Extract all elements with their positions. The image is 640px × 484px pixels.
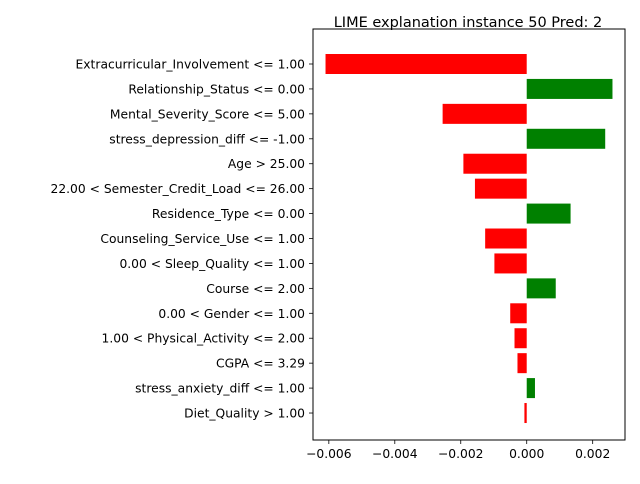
bar [325, 54, 527, 74]
bar [526, 378, 535, 399]
y-tick-label: Diet_Quality > 1.00 [184, 407, 305, 421]
y-tick-label: Residence_Type <= 0.00 [152, 207, 305, 221]
y-tick-labels: Extracurricular_Involvement <= 1.00 Relat… [51, 58, 313, 421]
y-tick-label: 22.00 < Semester_Credit_Load <= 26.00 [51, 182, 306, 196]
y-tick-label: Age > 25.00 [228, 157, 305, 171]
bar [517, 353, 527, 374]
bar [526, 278, 556, 299]
x-tick-label: −0.004 [372, 447, 418, 461]
bar [474, 178, 527, 199]
bars-group [325, 54, 613, 424]
bar [514, 328, 527, 349]
bar [526, 128, 606, 149]
x-ticks: −0.006 −0.004 −0.002 0.000 0.002 [306, 440, 610, 461]
bar [524, 403, 527, 424]
y-tick-label: 1.00 < Physical_Activity <= 2.00 [102, 332, 305, 346]
bar [442, 103, 527, 124]
y-tick-label: stress_depression_diff <= -1.00 [109, 132, 305, 146]
y-tick-label: Mental_Severity_Score <= 5.00 [110, 107, 305, 121]
bar [485, 228, 527, 249]
plot-frame [312, 28, 626, 441]
x-tick-label: 0.002 [575, 447, 610, 461]
y-tick-label: stress_anxiety_diff <= 1.00 [135, 382, 305, 396]
chart-title: LIME explanation instance 50 Pred: 2 [334, 15, 603, 31]
bar [494, 253, 527, 274]
bar [526, 78, 613, 99]
y-tick-label: 0.00 < Gender <= 1.00 [158, 307, 305, 321]
x-tick-label: −0.006 [306, 447, 352, 461]
y-tick-label: Relationship_Status <= 0.00 [128, 82, 305, 96]
y-tick-label: Course <= 2.00 [206, 282, 305, 296]
y-tick-label: Extracurricular_Involvement <= 1.00 [76, 58, 305, 72]
bar [526, 203, 571, 224]
y-tick-label: 0.00 < Sleep_Quality <= 1.00 [119, 257, 305, 271]
bar [463, 153, 527, 174]
y-tick-label: CGPA <= 3.29 [216, 357, 305, 371]
y-tick-label: Counseling_Service_Use <= 1.00 [100, 232, 305, 246]
bar [510, 303, 527, 324]
x-tick-label: 0.000 [509, 447, 544, 461]
x-tick-label: −0.002 [438, 447, 484, 461]
